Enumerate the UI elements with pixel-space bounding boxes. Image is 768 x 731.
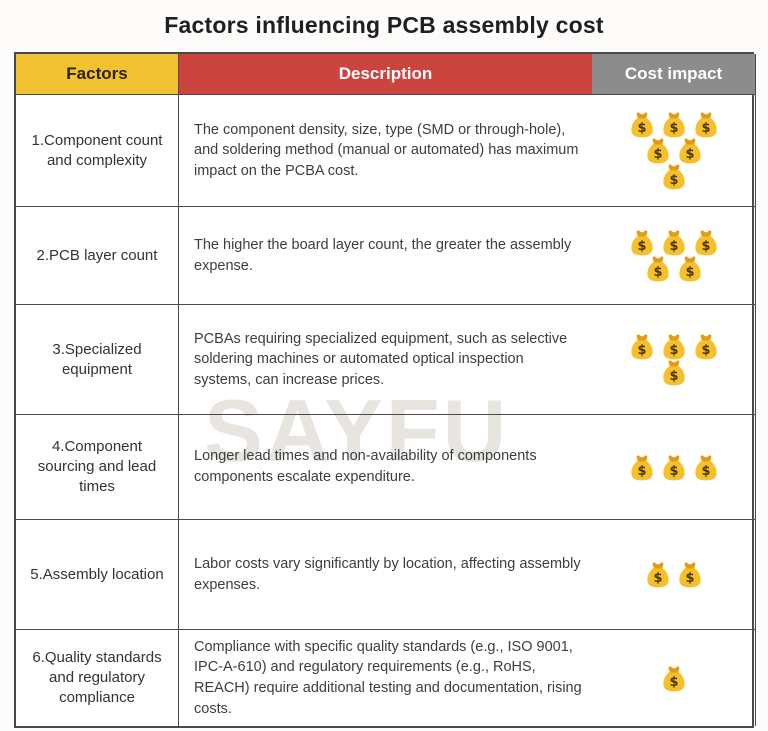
- money-bags: $ $ $ $: [626, 332, 722, 387]
- money-bag-icon: $: [678, 562, 701, 588]
- svg-text:$: $: [685, 265, 694, 280]
- svg-text:$: $: [685, 147, 694, 162]
- cost-impact-cell-2: $ $ $ $ $: [592, 207, 756, 305]
- money-bag-icon: $: [646, 562, 669, 588]
- cost-impact-cell-6: $: [592, 630, 756, 726]
- cost-impact-cell-5: $ $: [592, 520, 756, 630]
- money-bag-icon: $: [662, 360, 685, 386]
- cost-impact-cell-4: $ $ $: [592, 415, 756, 520]
- svg-text:$: $: [701, 343, 710, 358]
- cost-factors-table: SAYFU Factors Description Cost impact 1.…: [14, 52, 756, 728]
- money-bag-icon: $: [630, 230, 653, 256]
- money-bag-icon: $: [662, 230, 685, 256]
- svg-text:$: $: [701, 464, 710, 479]
- money-bag-icon: $: [630, 334, 653, 360]
- svg-text:$: $: [637, 121, 646, 136]
- factor-cell-3: 3.Specialized equipment: [16, 305, 179, 415]
- svg-text:$: $: [669, 121, 678, 136]
- money-bag-icon: $: [630, 112, 653, 138]
- money-bags: $: [658, 664, 690, 693]
- svg-text:$: $: [701, 239, 710, 254]
- svg-text:$: $: [637, 343, 646, 358]
- money-bag-icon: $: [662, 112, 685, 138]
- svg-text:$: $: [669, 675, 678, 690]
- description-cell-2: The higher the board layer count, the gr…: [179, 207, 592, 305]
- svg-text:$: $: [701, 121, 710, 136]
- description-cell-4: Longer lead times and non-availability o…: [179, 415, 592, 520]
- money-bags: $ $ $ $ $: [626, 228, 722, 283]
- description-cell-3: PCBAs requiring specialized equipment, s…: [179, 305, 592, 415]
- header-factors: Factors: [16, 54, 179, 95]
- svg-text:$: $: [653, 571, 662, 586]
- description-cell-1: The component density, size, type (SMD o…: [179, 95, 592, 207]
- svg-text:$: $: [653, 265, 662, 280]
- money-bag-icon: $: [694, 230, 717, 256]
- cost-impact-cell-1: $ $ $ $ $ $: [592, 95, 756, 207]
- svg-text:$: $: [685, 571, 694, 586]
- money-bag-icon: $: [694, 112, 717, 138]
- svg-text:$: $: [653, 147, 662, 162]
- money-bag-icon: $: [694, 454, 717, 480]
- money-bags: $ $ $: [626, 453, 722, 482]
- money-bags: $ $ $ $ $ $: [626, 110, 722, 191]
- money-bag-icon: $: [678, 256, 701, 282]
- money-bag-icon: $: [646, 138, 669, 164]
- money-bag-icon: $: [678, 138, 701, 164]
- factor-cell-4: 4.Component sourcing and lead times: [16, 415, 179, 520]
- cost-impact-cell-3: $ $ $ $: [592, 305, 756, 415]
- svg-text:$: $: [669, 369, 678, 384]
- header-cost-impact: Cost impact: [592, 54, 756, 95]
- svg-text:$: $: [669, 343, 678, 358]
- money-bag-icon: $: [662, 164, 685, 190]
- header-description: Description: [179, 54, 592, 95]
- money-bag-icon: $: [662, 334, 685, 360]
- svg-text:$: $: [637, 464, 646, 479]
- svg-text:$: $: [669, 464, 678, 479]
- money-bag-icon: $: [662, 665, 685, 691]
- factor-cell-6: 6.Quality standards and regulatory compl…: [16, 630, 179, 726]
- money-bag-icon: $: [646, 256, 669, 282]
- description-cell-6: Compliance with specific quality standar…: [194, 638, 582, 717]
- svg-text:$: $: [669, 239, 678, 254]
- svg-text:$: $: [669, 173, 678, 188]
- money-bag-icon: $: [662, 454, 685, 480]
- svg-text:$: $: [637, 239, 646, 254]
- money-bag-icon: $: [694, 334, 717, 360]
- factor-cell-5: 5.Assembly location: [16, 520, 179, 630]
- factor-cell-1: 1.Component count and complexity: [16, 95, 179, 207]
- description-cell-5: Labor costs vary significantly by locati…: [179, 520, 592, 630]
- page-title: Factors influencing PCB assembly cost: [164, 12, 604, 38]
- factor-cell-2: 2.PCB layer count: [16, 207, 179, 305]
- money-bags: $ $: [642, 560, 706, 589]
- money-bag-icon: $: [630, 454, 653, 480]
